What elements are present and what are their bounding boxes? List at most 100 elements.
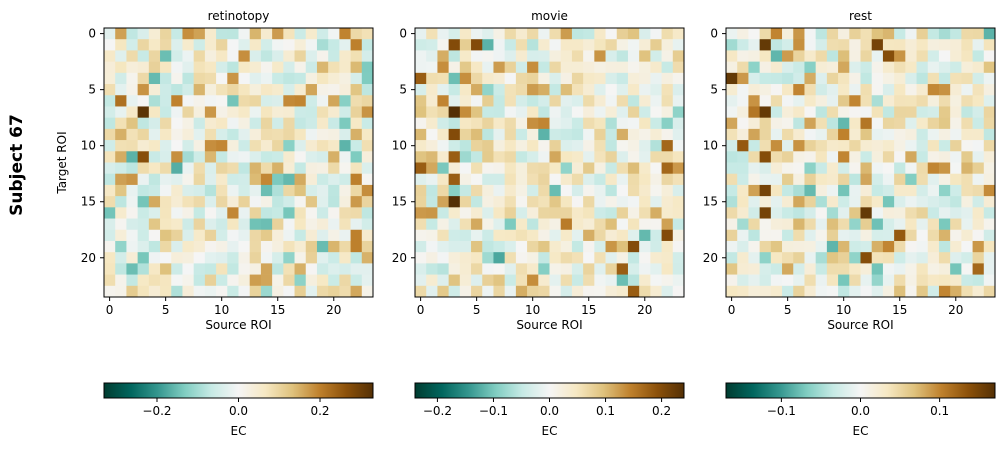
heatmap-cell xyxy=(104,84,116,96)
heatmap-cell xyxy=(126,252,138,264)
heatmap-cell xyxy=(415,84,427,96)
heatmap-cell xyxy=(126,218,138,231)
heatmap-cell xyxy=(493,285,506,298)
heatmap-cell xyxy=(515,173,528,186)
heatmap-cell xyxy=(804,39,817,51)
heatmap-cell xyxy=(448,84,461,96)
heatmap-cell xyxy=(882,72,895,85)
heatmap-cell xyxy=(605,252,618,264)
heatmap-cell xyxy=(283,128,295,141)
heatmap-cell xyxy=(860,84,873,96)
heatmap-cell xyxy=(260,72,273,85)
heatmap-cell xyxy=(204,229,217,242)
heatmap-cell xyxy=(294,140,307,152)
heatmap-cell xyxy=(938,117,951,130)
heatmap-cell xyxy=(583,240,595,253)
heatmap-cell xyxy=(350,140,363,152)
heatmap-cell xyxy=(905,151,917,163)
heatmap-cell xyxy=(616,95,629,107)
heatmap-cell xyxy=(238,285,251,298)
heatmap-cell xyxy=(137,39,150,51)
heatmap-cell xyxy=(560,274,573,287)
heatmap-cell xyxy=(104,207,116,219)
y-tick-label: 5 xyxy=(399,83,407,97)
x-tick-label: 5 xyxy=(162,303,170,317)
heatmap-cell xyxy=(238,50,251,62)
heatmap-cell xyxy=(938,28,951,40)
heatmap-cell xyxy=(560,50,573,62)
heatmap-cell xyxy=(782,106,794,119)
heatmap-cell xyxy=(504,106,517,119)
heatmap-cell xyxy=(871,263,884,275)
heatmap-cell xyxy=(350,84,363,96)
heatmap-cell xyxy=(305,151,318,163)
heatmap-cell xyxy=(339,106,351,119)
heatmap-cell xyxy=(426,128,438,141)
heatmap-cell xyxy=(272,39,284,51)
heatmap-cell xyxy=(726,72,738,85)
heatmap-cell xyxy=(815,61,828,74)
heatmap-cell xyxy=(249,128,262,141)
heatmap-cell xyxy=(950,84,962,96)
heatmap-cell xyxy=(594,274,606,287)
heatmap-cell xyxy=(260,61,273,74)
heatmap-cell xyxy=(815,162,828,175)
heatmap-cell xyxy=(527,196,539,208)
heatmap-cell xyxy=(916,28,929,40)
heatmap-cell xyxy=(672,50,685,62)
heatmap-cell xyxy=(838,140,850,152)
heatmap-cell xyxy=(448,117,461,130)
heatmap-cell xyxy=(639,50,651,62)
heatmap-cell xyxy=(471,285,483,298)
heatmap-cell xyxy=(950,252,962,264)
heatmap-cell xyxy=(272,207,284,219)
heatmap-cell xyxy=(748,106,760,119)
heatmap-cell xyxy=(793,72,805,85)
heatmap-cell xyxy=(171,84,183,96)
heatmap-cell xyxy=(260,128,273,141)
heatmap-cell xyxy=(804,285,817,298)
heatmap-cell xyxy=(294,173,307,186)
heatmap-cell xyxy=(328,184,340,197)
heatmap-cell xyxy=(549,229,562,242)
heatmap-cell xyxy=(639,162,651,175)
heatmap-cell xyxy=(137,252,150,264)
heatmap-cell xyxy=(437,95,449,107)
heatmap-cell xyxy=(672,229,685,242)
heatmap-cell xyxy=(650,61,662,74)
heatmap-cell xyxy=(426,263,438,275)
heatmap-cell xyxy=(294,162,307,175)
heatmap-cell xyxy=(605,240,618,253)
heatmap-cell xyxy=(148,28,161,40)
heatmap-cell xyxy=(770,128,783,141)
heatmap-cell xyxy=(471,263,483,275)
heatmap-cell xyxy=(115,50,127,62)
heatmap-cell xyxy=(437,184,449,197)
heatmap-cell xyxy=(672,274,685,287)
colorbar-tick-label: −0.1 xyxy=(479,404,508,418)
heatmap-cell xyxy=(260,84,273,96)
heatmap-cell xyxy=(905,184,917,197)
heatmap-cell xyxy=(961,162,973,175)
heatmap-cell xyxy=(527,95,539,107)
heatmap-cell xyxy=(448,162,461,175)
heatmap-cell xyxy=(193,196,206,208)
heatmap-cell xyxy=(471,28,483,40)
heatmap-cell xyxy=(272,263,284,275)
heatmap-cell xyxy=(549,162,562,175)
heatmap-cell xyxy=(350,106,363,119)
heatmap-cell xyxy=(650,196,662,208)
heatmap-cell xyxy=(748,173,760,186)
heatmap-cell xyxy=(894,117,906,130)
heatmap-cell xyxy=(583,184,595,197)
heatmap-cell xyxy=(538,240,550,253)
heatmap-cell xyxy=(860,117,873,130)
heatmap-cell xyxy=(204,173,217,186)
heatmap-cell xyxy=(782,50,794,62)
heatmap-cell xyxy=(283,106,295,119)
heatmap-cell xyxy=(316,95,329,107)
heatmap-cell xyxy=(238,84,251,96)
heatmap-cell xyxy=(672,106,685,119)
heatmap-cell xyxy=(571,173,584,186)
heatmap-cell xyxy=(115,162,127,175)
